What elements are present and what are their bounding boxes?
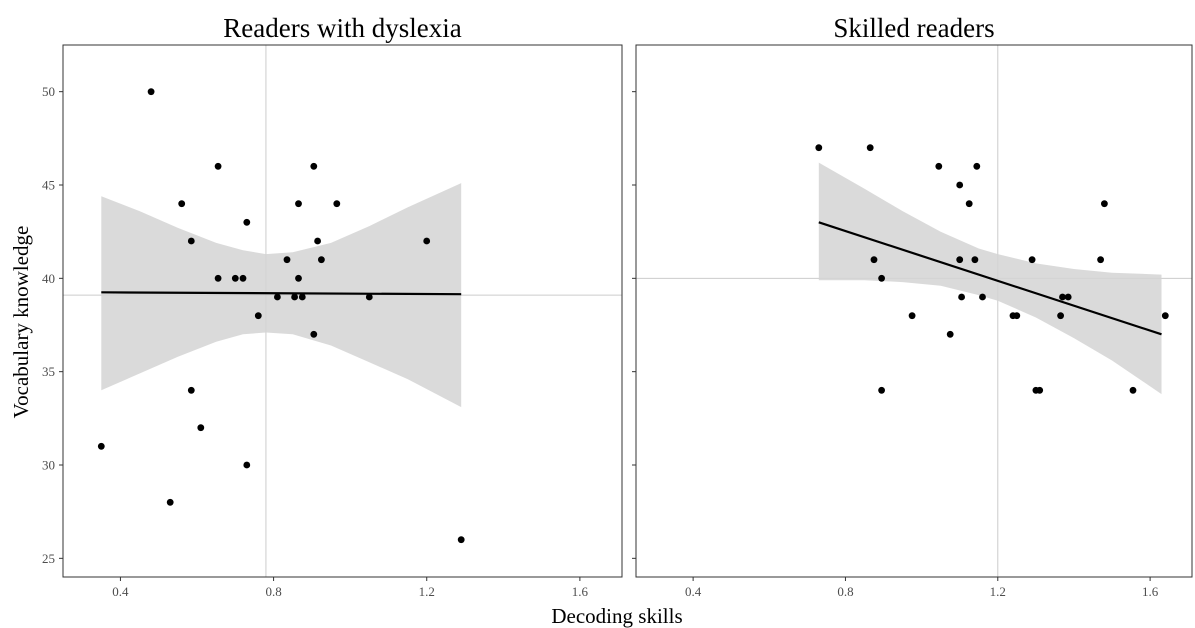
data-point xyxy=(815,144,823,152)
data-point xyxy=(1097,256,1104,264)
data-point xyxy=(1036,386,1044,394)
panel-title: Skilled readers xyxy=(833,13,994,43)
panel-frame xyxy=(635,44,1193,578)
data-point xyxy=(870,256,878,264)
data-point xyxy=(878,274,885,282)
y-tick-label: 35 xyxy=(42,364,55,379)
x-tick-label: 1.2 xyxy=(419,584,435,599)
regression-line xyxy=(818,221,1162,336)
x-tick-label: 1.2 xyxy=(990,584,1006,599)
x-tick-label: 0.4 xyxy=(112,584,129,599)
data-point xyxy=(314,237,321,245)
y-tick-label: 50 xyxy=(42,84,55,99)
data-point xyxy=(310,162,318,170)
data-point xyxy=(1028,256,1036,264)
data-point xyxy=(295,274,302,282)
data-point xyxy=(958,293,965,301)
data-point xyxy=(1064,293,1072,301)
data-point xyxy=(956,181,964,189)
y-tick-label: 30 xyxy=(42,458,55,473)
data-point xyxy=(956,256,964,264)
data-point xyxy=(1057,312,1064,320)
data-point xyxy=(197,424,205,432)
data-point xyxy=(231,274,239,282)
panel-frame xyxy=(62,44,623,578)
panels-layer: Readers with dyslexia 0.4 0.8 1.2 1.6 25 30 35 4… xyxy=(42,13,1193,599)
data-point xyxy=(878,386,885,394)
data-point xyxy=(187,237,195,245)
data-point xyxy=(1129,386,1137,394)
panel-title: Readers with dyslexia xyxy=(223,13,461,43)
x-axis-title: Decoding skills xyxy=(551,604,682,628)
data-point xyxy=(1059,293,1066,301)
data-point xyxy=(333,200,341,208)
data-point xyxy=(965,200,973,208)
data-point xyxy=(214,162,222,170)
data-point xyxy=(1013,312,1021,320)
data-point xyxy=(187,386,195,394)
y-tick-label: 40 xyxy=(42,271,55,286)
x-tick-label: 1.6 xyxy=(1142,584,1159,599)
panel-1: Readers with dyslexia 0.4 0.8 1.2 1.6 25 30 35 4… xyxy=(42,13,623,599)
x-tick-label: 0.8 xyxy=(265,584,281,599)
data-point xyxy=(254,312,262,320)
x-tick-label: 0.4 xyxy=(685,584,702,599)
data-point xyxy=(147,88,155,96)
data-point xyxy=(908,312,916,320)
data-point xyxy=(973,162,981,170)
data-point xyxy=(318,256,325,264)
x-tick-label: 0.8 xyxy=(837,584,853,599)
data-point xyxy=(283,256,291,264)
data-point xyxy=(298,293,306,301)
data-point xyxy=(423,237,431,245)
data-point xyxy=(866,144,874,152)
data-point xyxy=(1101,200,1108,208)
panel-2: Skilled readers 0.4 0.8 1.2 1.6 xyxy=(632,13,1193,599)
data-point xyxy=(295,200,302,208)
data-point xyxy=(365,293,373,301)
y-axis-title: Vocabulary knowledge xyxy=(9,226,33,419)
data-point xyxy=(935,162,943,170)
data-point xyxy=(1161,312,1169,320)
data-point xyxy=(243,218,251,226)
confidence-ribbon xyxy=(101,183,462,408)
data-point xyxy=(291,293,298,301)
data-point xyxy=(979,293,986,301)
data-point xyxy=(457,536,465,544)
data-point xyxy=(971,256,979,264)
data-point xyxy=(243,461,251,469)
data-point xyxy=(274,293,281,301)
data-point xyxy=(946,330,954,338)
data-point xyxy=(97,442,105,450)
y-tick-label: 45 xyxy=(42,178,55,193)
x-tick-label: 1.6 xyxy=(572,584,589,599)
regression-line xyxy=(101,291,462,296)
y-tick-label: 25 xyxy=(42,551,55,566)
data-point xyxy=(239,274,247,282)
data-point xyxy=(214,274,222,282)
data-point xyxy=(178,200,186,208)
data-point xyxy=(166,498,174,506)
data-point xyxy=(310,330,318,338)
